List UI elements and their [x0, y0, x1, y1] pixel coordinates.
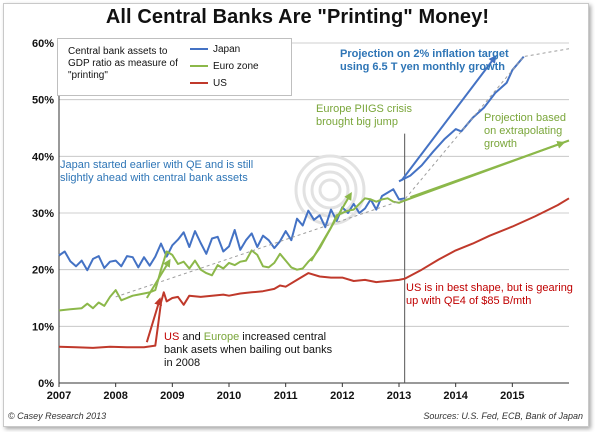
x-tick-label: 2008: [103, 390, 127, 402]
legend: Central bank assets to GDP ratio as meas…: [57, 38, 292, 96]
x-tick-label: 2015: [500, 390, 524, 402]
series-line-us-projection: [404, 197, 570, 280]
footer-sources: Sources: U.S. Fed, ECB, Bank of Japan: [423, 411, 583, 421]
y-tick-label: 60%: [32, 38, 54, 50]
x-tick-label: 2010: [217, 390, 241, 402]
x-tick-label: 2014: [443, 390, 468, 402]
annotation-projection-extrapolating: Projection based on extrapolating growth: [484, 112, 566, 150]
legend-item-us: US: [190, 78, 227, 90]
series-line-trend: [115, 48, 570, 298]
euro-jump-arrow: [145, 258, 171, 299]
watermark-logo-ring: [294, 154, 366, 226]
y-tick-label: 50%: [32, 95, 54, 107]
y-tick-label: 30%: [32, 208, 54, 220]
chart-title: All Central Banks Are "Printing" Money!: [105, 6, 490, 28]
legend-label-japan: Japan: [213, 44, 241, 55]
annotation-bailout-us: US: [164, 331, 180, 343]
watermark-logo-ring: [302, 162, 358, 218]
annotation-projection-inflation: Projection on 2% inflation target using …: [340, 48, 509, 73]
legend-label-us: US: [213, 78, 227, 89]
legend-caption: Central bank assets to GDP ratio as meas…: [68, 46, 178, 81]
series-line-us: [58, 272, 405, 349]
y-tick-label: 20%: [32, 265, 54, 277]
y-tick-label: 40%: [32, 151, 54, 163]
piigs-arrow: [310, 192, 352, 262]
watermark-logo-ring: [310, 170, 350, 210]
annotation-piigs: Europe PIIGS crisis brought big jump: [316, 103, 412, 128]
annotation-japan-early: Japan started earlier with QE and is sti…: [60, 159, 254, 184]
us-jump-arrow: [145, 297, 162, 343]
series-line-euro-zone: [58, 197, 406, 312]
annotation-us-shape: US is in best shape, but is gearing up w…: [406, 282, 573, 307]
legend-swatch-us: [190, 82, 208, 85]
legend-item-japan: Japan: [190, 44, 240, 56]
annotation-bailout-europe: Europe: [203, 331, 240, 343]
legend-item-euro: Euro zone: [190, 61, 259, 73]
y-tick-label: 0%: [38, 378, 54, 390]
annotation-bailout: US and Europe increased central bank ase…: [164, 331, 339, 370]
x-tick-label: 2013: [387, 390, 411, 402]
x-tick-label: 2011: [274, 390, 298, 402]
x-tick-label: 2009: [160, 390, 184, 402]
x-tick-label: 2007: [47, 390, 71, 402]
x-tick-label: 2012: [330, 390, 354, 402]
legend-swatch-euro: [190, 65, 208, 68]
annotation-bailout-rest: increased central bank asets when bailin…: [164, 331, 333, 369]
legend-swatch-japan: [190, 48, 208, 51]
watermark-logo-ring: [318, 178, 342, 202]
legend-label-euro: Euro zone: [213, 61, 259, 72]
footer-copyright: © Casey Research 2013: [8, 411, 107, 421]
euro-projection-arrow: [409, 140, 566, 199]
japan-projection-arrow: [401, 55, 497, 181]
series-line-japan-projection: [398, 55, 525, 183]
annotation-bailout-and: and: [179, 331, 204, 343]
y-tick-label: 10%: [32, 321, 54, 333]
